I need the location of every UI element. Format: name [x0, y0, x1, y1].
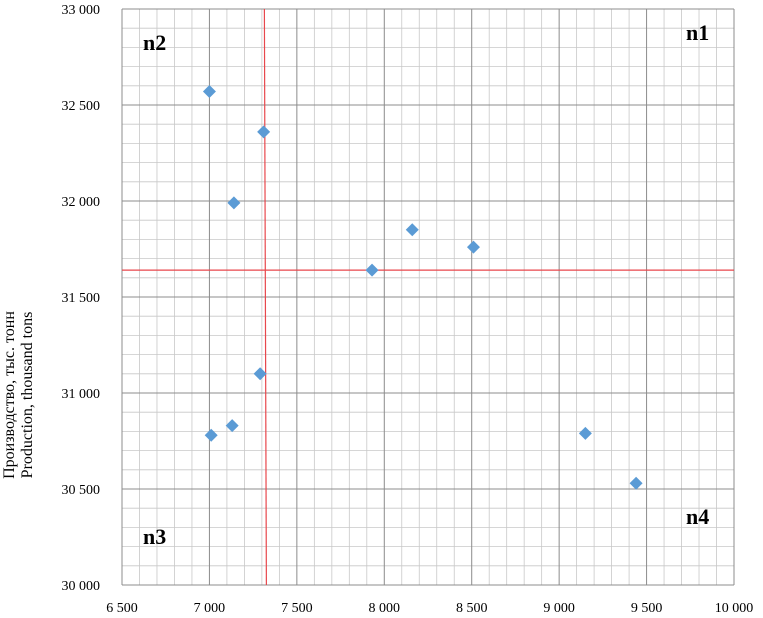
reference-line-vertical — [263, 8, 267, 586]
quadrant-label-n2: n2 — [143, 30, 166, 55]
x-tick-label: 10 000 — [715, 601, 754, 616]
quadrant-label-n1: n1 — [686, 20, 709, 45]
data-point — [578, 426, 592, 440]
reference-lines — [122, 8, 734, 586]
data-point — [227, 196, 241, 210]
quadrant-label-n3: n3 — [143, 524, 166, 549]
y-axis-title-line-1: Производство, тыс. тонн — [1, 311, 18, 479]
data-point — [253, 367, 267, 381]
y-tick-label: 32 000 — [62, 195, 101, 210]
x-tick-label: 8 000 — [369, 601, 401, 616]
data-point — [405, 223, 419, 237]
data-point — [204, 428, 218, 442]
data-point — [257, 125, 271, 139]
x-axis-tick-labels: 6 500 7 000 7 500 8 000 8 500 9 000 9 500 10 00… — [106, 601, 753, 616]
major-gridlines — [121, 8, 735, 586]
x-tick-label: 7 500 — [281, 601, 313, 616]
quadrant-label-n4: n4 — [686, 504, 709, 529]
data-point — [466, 240, 480, 254]
x-tick-label: 8 500 — [456, 601, 488, 616]
y-axis-title-line-2: Production, thousand tons — [19, 312, 36, 479]
x-tick-label: 9 000 — [543, 601, 575, 616]
y-tick-label: 32 500 — [62, 99, 101, 114]
y-tick-label: 33 000 — [62, 3, 101, 18]
y-tick-label: 30 000 — [62, 579, 101, 594]
y-axis-tick-labels: 30 000 30 500 31 000 31 500 32 000 32 500 33 0… — [62, 3, 101, 594]
x-tick-label: 7 000 — [194, 601, 226, 616]
x-tick-label: 6 500 — [106, 601, 138, 616]
y-axis-title: Производство, тыс. тонн Production, thou… — [1, 311, 36, 479]
data-point — [202, 85, 216, 99]
y-tick-label: 31 000 — [62, 387, 101, 402]
y-tick-label: 31 500 — [62, 291, 101, 306]
data-point — [365, 263, 379, 277]
y-tick-label: 30 500 — [62, 483, 101, 498]
data-points — [202, 85, 643, 490]
data-point — [629, 476, 643, 490]
x-tick-label: 9 500 — [631, 601, 663, 616]
data-point — [225, 419, 239, 433]
